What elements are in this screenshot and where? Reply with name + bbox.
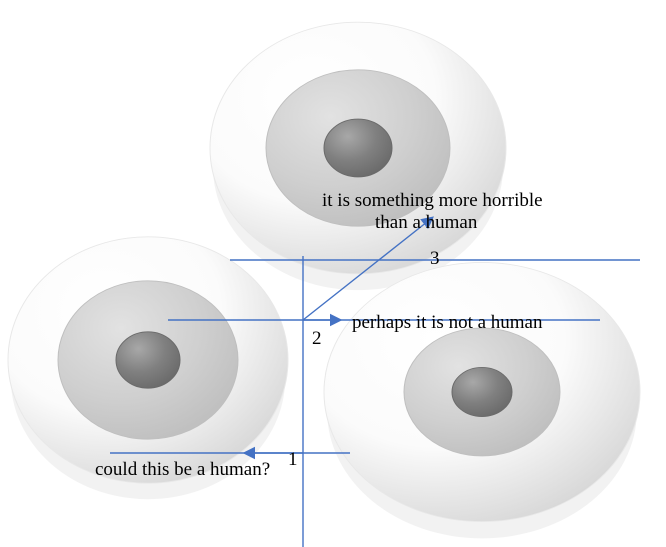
number-1: 1: [288, 449, 298, 471]
label-step-1: could this be a human?: [95, 459, 270, 481]
label-step-3-line1: it is something more horrible: [322, 190, 543, 212]
diagram-stage: could this be a human? perhaps it is not…: [0, 0, 666, 547]
number-2: 2: [312, 328, 322, 350]
label-step-3-line2: than a human: [375, 212, 477, 234]
label-step-2: perhaps it is not a human: [352, 312, 543, 334]
number-3: 3: [430, 248, 440, 270]
